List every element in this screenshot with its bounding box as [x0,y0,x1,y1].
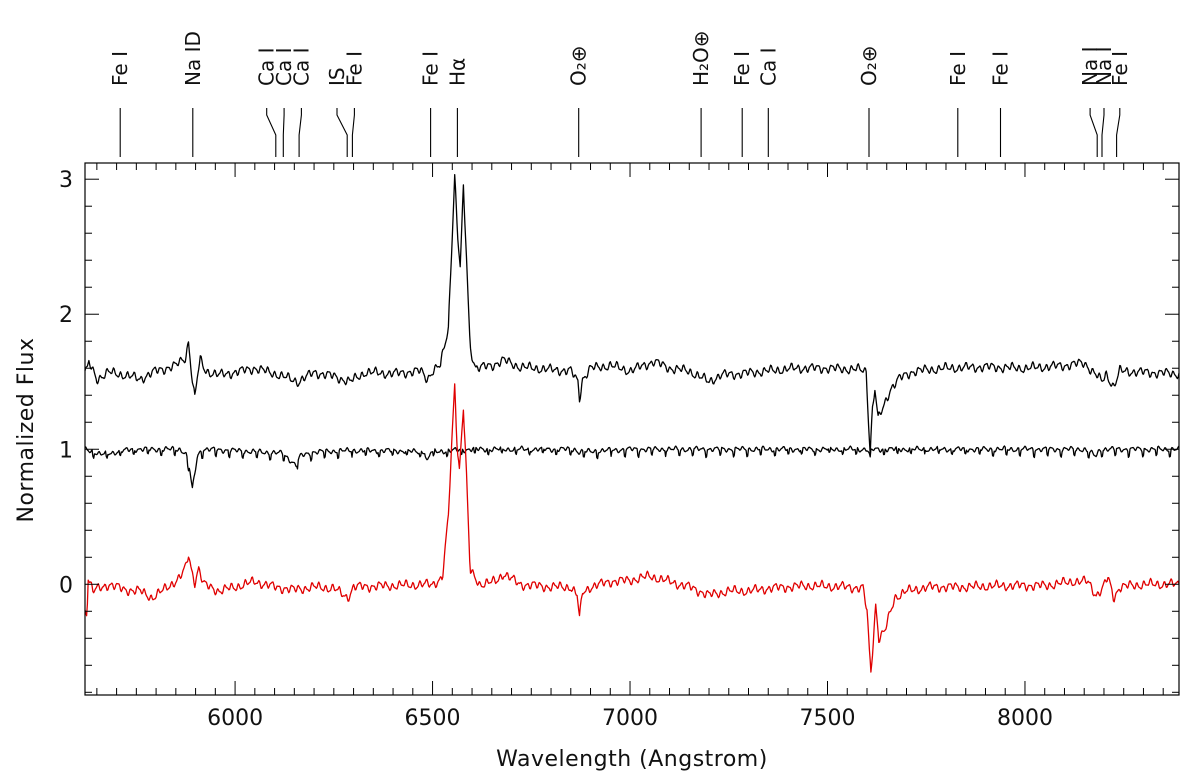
plot-frame [84,162,1180,696]
line-id-label: Fe I [1108,51,1132,86]
y-tick-label: 1 [59,438,73,463]
line-id-label: Ca I [272,48,296,86]
line-id-tick [298,108,302,157]
line-id-tick [336,108,348,157]
line-id-label: IS [325,67,349,86]
spectrum-line-2 [84,445,1180,489]
x-tick-label: 6500 [405,706,461,731]
y-tick-label: 0 [59,573,73,598]
line-id-label: Fe I [946,51,970,86]
x-tick-label: 6000 [207,706,263,731]
plot-area [84,174,1180,673]
line-id-tick [282,108,285,157]
y-tick-label: 3 [59,168,73,193]
line-id-label: Ca I [255,48,279,86]
line-id-tick [1101,108,1105,157]
line-id-tick [351,108,355,157]
line-id-label: Ca I [756,48,780,86]
line-id-label: O₂⊕ [857,45,881,86]
line-id-label: Fe I [108,51,132,86]
line-id-label: Na I [1078,47,1102,86]
x-axis-label: Wavelength (Angstrom) [496,747,768,772]
line-id-label: O₂⊕ [567,45,591,86]
line-id-tick [1089,108,1098,157]
line-id-label: Na I [1092,47,1116,86]
x-tick-label: 7500 [799,706,855,731]
axes: 6000 6500 7000 7500 8000 0 1 2 3 [59,162,1180,731]
x-tick-label: 8000 [997,706,1053,731]
x-tick-label: 7000 [602,706,658,731]
line-id-label: Ca I [289,48,313,86]
line-id-label: Fe I [342,51,366,86]
line-id-tick [266,108,277,157]
spectrum-line-3 [84,383,1180,673]
line-id-tick [1116,108,1121,157]
line-id-label: Hα [445,58,469,86]
line-id-label: Fe I [989,51,1013,86]
line-id-label: Fe I [419,51,443,86]
line-id-label: Fe I [730,51,754,86]
line-id-label: H₂O⊕ [689,30,713,86]
spectrum-line-1 [84,174,1180,456]
y-axis-label: Normalized Flux [14,338,39,523]
line-id-label: Na ID [181,31,205,86]
y-tick-label: 2 [59,303,73,328]
